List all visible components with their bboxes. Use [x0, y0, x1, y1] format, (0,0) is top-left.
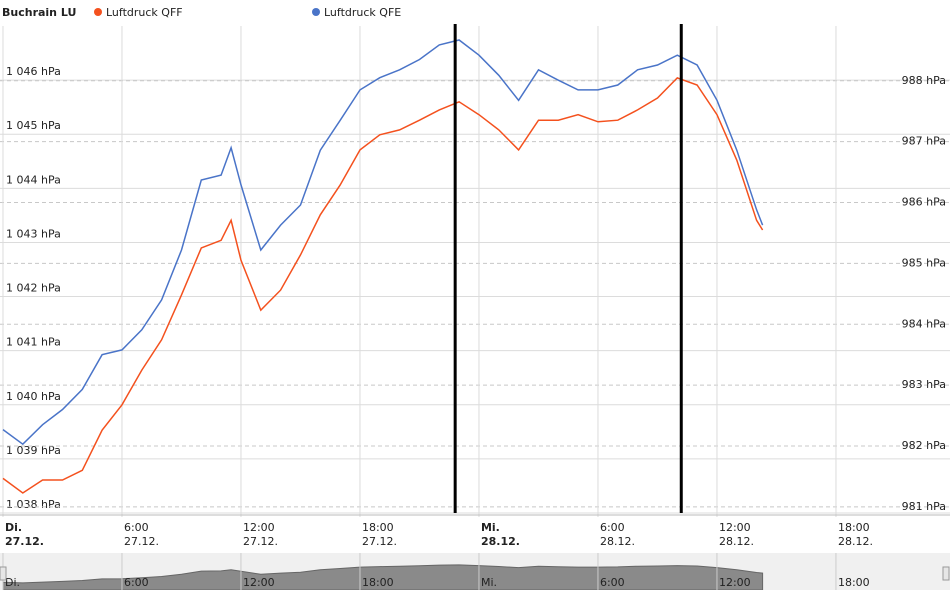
y-tick-label: 1 038 hPa	[6, 498, 61, 511]
legend-label: Luftdruck QFF	[106, 6, 183, 19]
x-tick-label: 6:00	[124, 521, 149, 534]
navigator-label: 18:00	[362, 576, 394, 589]
navigator-label: Di.	[5, 576, 20, 589]
scroll-button[interactable]	[0, 566, 7, 581]
y2-tick-label: 981 hPa	[902, 500, 946, 513]
x-tick-label: 18:00	[362, 521, 394, 534]
x-tick-date: 27.12.	[362, 535, 397, 548]
y-tick-label: 1 044 hPa	[6, 173, 61, 186]
navigator-label: 12:00	[243, 576, 275, 589]
y2-tick-label: 985 hPa	[902, 256, 946, 269]
legend-marker	[312, 8, 320, 16]
x-tick-date: 27.12.	[243, 535, 278, 548]
series-line	[2, 39, 764, 446]
y2-tick-label: 984 hPa	[902, 317, 946, 330]
x-tick-date: 27.12.	[124, 535, 159, 548]
x-tick-label: Mi.	[481, 521, 500, 534]
y2-tick-label: 983 hPa	[902, 378, 946, 391]
x-tick-label: Di.	[5, 521, 22, 534]
navigator-label: 6:00	[600, 576, 625, 589]
y2-tick-label: 986 hPa	[902, 196, 946, 209]
navigator-label: 18:00	[838, 576, 870, 589]
y-tick-label: 1 040 hPa	[6, 390, 61, 403]
navigator-label: 12:00	[719, 576, 751, 589]
navigator-label: 6:00	[124, 576, 149, 589]
x-tick-label: 6:00	[600, 521, 625, 534]
x-tick-date: 28.12.	[838, 535, 873, 548]
y-tick-label: 1 045 hPa	[6, 119, 61, 132]
y2-tick-label: 988 hPa	[902, 74, 946, 87]
series-line	[2, 77, 764, 494]
y2-tick-label: 982 hPa	[902, 439, 946, 452]
navigator-label: Mi.	[481, 576, 497, 589]
legend-marker	[94, 8, 102, 16]
scroll-button[interactable]	[942, 566, 950, 581]
navigator-area	[2, 564, 764, 590]
x-tick-label: 12:00	[243, 521, 275, 534]
x-tick-date: 28.12.	[719, 535, 754, 548]
x-tick-date: 28.12.	[481, 535, 520, 548]
y-tick-label: 1 043 hPa	[6, 227, 61, 240]
y-tick-label: 1 042 hPa	[6, 282, 61, 295]
y-tick-label: 1 041 hPa	[6, 336, 61, 349]
chart-title: Buchrain LU	[2, 6, 76, 19]
y-tick-label: 1 039 hPa	[6, 444, 61, 457]
x-tick-date: 28.12.	[600, 535, 635, 548]
y-tick-label: 1 046 hPa	[6, 65, 61, 78]
x-tick-date: 27.12.	[5, 535, 44, 548]
x-tick-label: 18:00	[838, 521, 870, 534]
y2-tick-label: 987 hPa	[902, 135, 946, 148]
legend-label: Luftdruck QFE	[324, 6, 401, 19]
x-tick-label: 12:00	[719, 521, 751, 534]
